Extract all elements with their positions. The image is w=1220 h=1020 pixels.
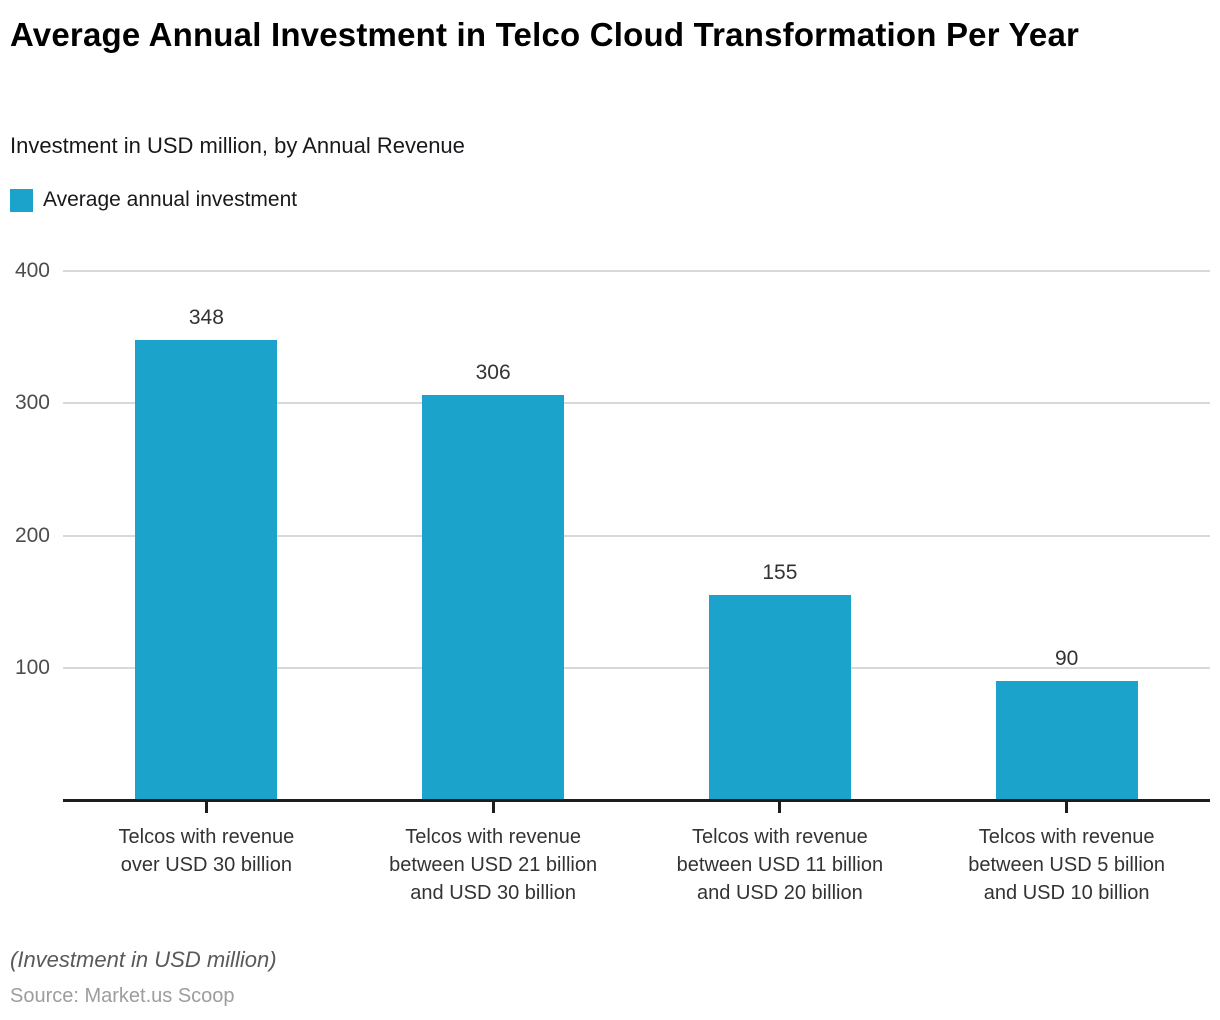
bar-value-label: 155	[762, 561, 798, 584]
x-axis-tick	[204, 802, 208, 813]
bar	[135, 339, 278, 800]
legend-label: Average annual investment	[43, 188, 298, 211]
bar	[708, 595, 851, 800]
bar	[995, 680, 1138, 800]
y-axis-tick-label: 400	[14, 259, 50, 282]
bar	[422, 395, 565, 800]
gridline	[63, 534, 1210, 537]
footer-note: (Investment in USD million)	[10, 947, 277, 972]
bar-value-label: 348	[188, 305, 224, 329]
y-axis-tick-label: 200	[14, 523, 50, 547]
x-axis-tick	[1065, 802, 1069, 813]
gridline	[63, 270, 1210, 272]
gridline	[63, 402, 1210, 405]
chart-subtitle: Investment in USD million, by Annual Rev…	[10, 133, 465, 158]
gridline	[63, 666, 1210, 669]
x-axis-category-label: Telcos with revenue between USD 21 billi…	[389, 826, 598, 904]
y-axis-tick-label: 100	[14, 655, 50, 679]
page-title: Average Annual Investment in Telco Cloud…	[10, 16, 1080, 53]
bar-value-label: 90	[1054, 646, 1079, 670]
y-axis-tick-label: 300	[14, 391, 50, 415]
x-axis-category-label: Telcos with revenue between USD 11 billi…	[676, 826, 884, 904]
footer-source: Source: Market.us Scoop	[10, 985, 235, 1007]
x-axis-category-label: Telcos with revenue between USD 5 billio…	[968, 826, 1166, 904]
x-axis-line	[63, 799, 1210, 802]
legend-swatch	[10, 188, 33, 212]
x-axis-category-label: Telcos with revenue over USD 30 billion	[118, 826, 295, 876]
legend: Average annual investment	[10, 188, 297, 212]
x-axis-tick	[491, 802, 495, 813]
bar-value-label: 306	[475, 361, 511, 385]
x-axis-tick	[778, 802, 782, 813]
